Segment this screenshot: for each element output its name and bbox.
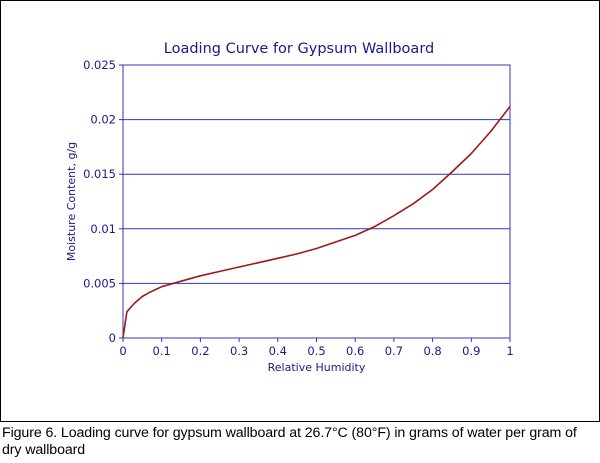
y-tick-label: 0.005 [83, 276, 116, 290]
figure-caption: Figure 6. Loading curve for gypsum wallb… [2, 425, 577, 458]
y-tick-label: 0.02 [90, 113, 116, 127]
x-tick-label: 0 [119, 344, 126, 358]
x-tick-label: 0.1 [153, 344, 171, 358]
x-tick-label: 0.6 [346, 344, 364, 358]
x-tick-label: 0.2 [191, 344, 209, 358]
y-axis-label: Moisture Content, g/g [65, 142, 78, 261]
x-tick-label: 0.4 [269, 344, 287, 358]
x-tick-label: 0.9 [462, 344, 480, 358]
x-tick-label: 0.8 [423, 344, 441, 358]
x-tick-label: 0.3 [230, 344, 248, 358]
y-tick-label: 0.015 [83, 167, 116, 181]
y-tick-label: 0.025 [83, 58, 116, 72]
loading-curve-line [122, 106, 511, 339]
x-axis-label: Relative Humidity [268, 361, 366, 374]
x-tick-label: 0.5 [307, 344, 325, 358]
figure-frame: Loading Curve for Gypsum Wallboard 0 0.00… [0, 0, 600, 422]
chart-title: Loading Curve for Gypsum Wallboard [164, 41, 434, 57]
x-tick-label: 1 [506, 344, 513, 358]
x-tick-label: 0.7 [385, 344, 403, 358]
y-tick-label: 0 [109, 331, 116, 345]
y-tick-label: 0.01 [90, 222, 116, 236]
plot-area [122, 64, 511, 339]
chart: Loading Curve for Gypsum Wallboard 0 0.00… [65, 41, 514, 374]
